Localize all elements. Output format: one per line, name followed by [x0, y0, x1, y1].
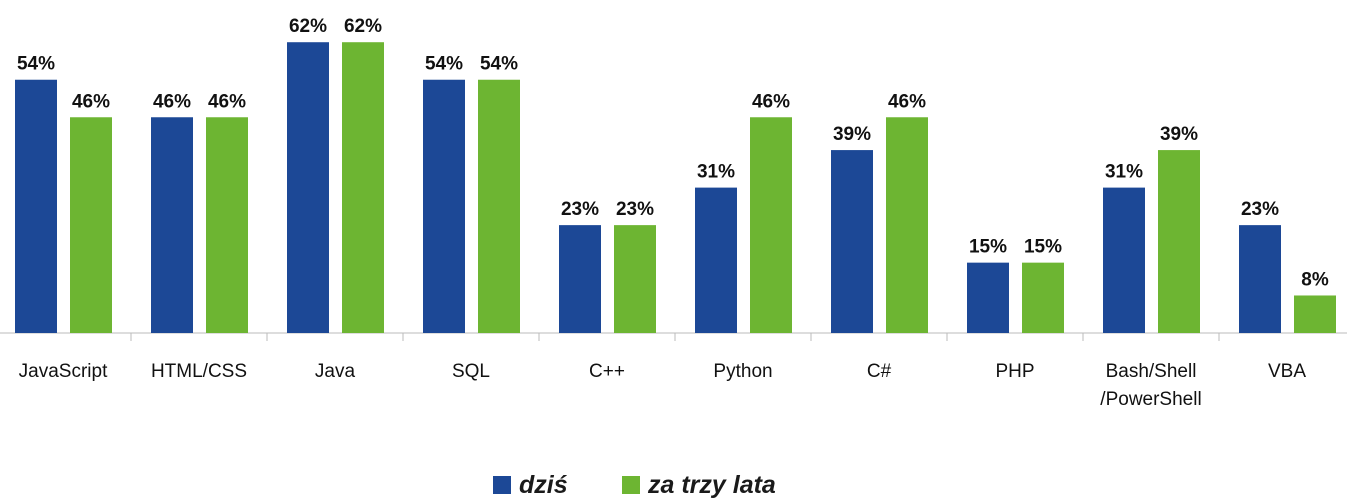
value-label: 8%: [1301, 269, 1329, 290]
value-label: 15%: [1024, 237, 1062, 258]
value-label: 23%: [1241, 199, 1279, 220]
bar: [614, 225, 656, 333]
bar: [831, 150, 873, 333]
value-label: 23%: [561, 199, 599, 220]
x-tick-label: HTML/CSS: [150, 361, 248, 382]
legend-label: dziś: [519, 471, 568, 499]
value-label: 54%: [17, 54, 55, 75]
bar: [70, 117, 112, 333]
value-label: 54%: [480, 54, 518, 75]
bar: [1158, 150, 1200, 333]
bar: [967, 262, 1009, 333]
bar: [287, 42, 329, 333]
bar: [1022, 262, 1064, 333]
bar: [1103, 187, 1145, 333]
bar: [206, 117, 248, 333]
legend-label: za trzy lata: [647, 471, 776, 499]
value-label: 39%: [833, 124, 871, 145]
value-label: 46%: [72, 91, 110, 112]
bar: [695, 187, 737, 333]
bar: [342, 42, 384, 333]
x-tick-label: C++: [589, 361, 625, 382]
x-tick-label: Java: [314, 361, 356, 382]
bar: [478, 79, 520, 333]
x-tick-label: Bash/Shell /PowerShell: [1100, 361, 1202, 410]
bar: [559, 225, 601, 333]
bar: [750, 117, 792, 333]
x-tick-label: C#: [866, 361, 892, 382]
bar: [1239, 225, 1281, 333]
x-tick-label: VBA: [1267, 361, 1307, 382]
value-label: 46%: [752, 91, 790, 112]
value-label: 31%: [1105, 162, 1143, 183]
bar: [1294, 295, 1336, 333]
value-label: 46%: [153, 91, 191, 112]
value-label: 23%: [616, 199, 654, 220]
x-tick-label: PHP: [995, 361, 1035, 382]
x-tick-label: JavaScript: [18, 361, 108, 382]
legend-swatch: [493, 476, 511, 494]
value-label: 62%: [289, 16, 327, 37]
value-label: 46%: [208, 91, 246, 112]
value-label: 31%: [697, 162, 735, 183]
x-tick-label: SQL: [451, 361, 491, 382]
bar: [15, 79, 57, 333]
bar: [886, 117, 928, 333]
value-label: 54%: [425, 54, 463, 75]
bar: [423, 79, 465, 333]
bar: [151, 117, 193, 333]
value-label: 39%: [1160, 124, 1198, 145]
value-label: 15%: [969, 237, 1007, 258]
value-label: 46%: [888, 91, 926, 112]
x-tick-label: Python: [713, 361, 773, 382]
value-label: 62%: [344, 16, 382, 37]
legend-swatch: [622, 476, 640, 494]
